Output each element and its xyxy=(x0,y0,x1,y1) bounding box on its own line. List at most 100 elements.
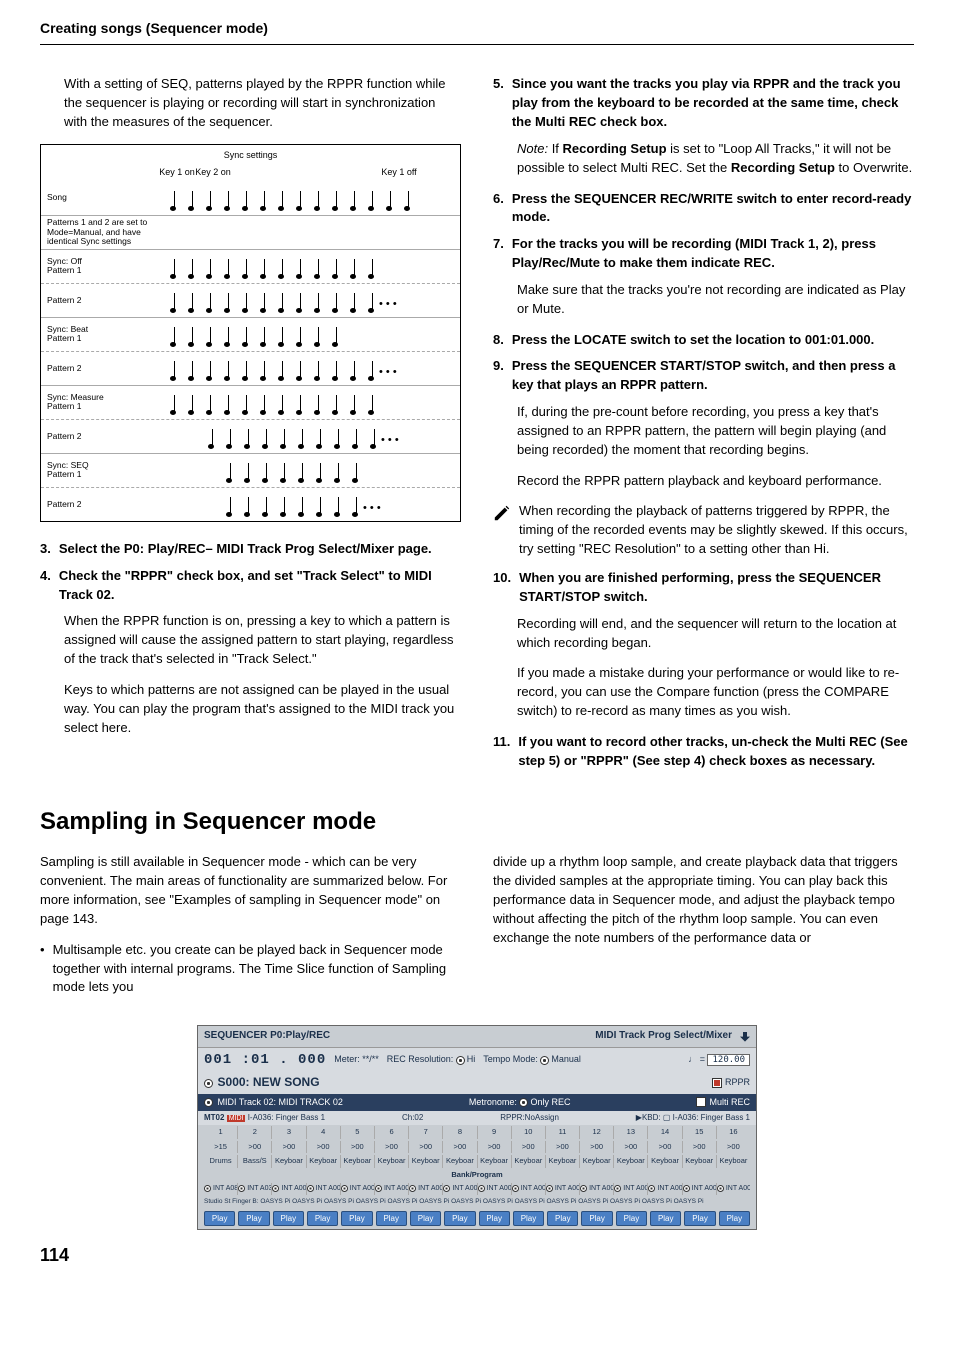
bank-program-cell[interactable]: INT A000 xyxy=(579,1183,613,1195)
grid-rppr-status: RPPR:NoAssign xyxy=(500,1112,559,1124)
bank-program-cell[interactable]: INT A000 xyxy=(613,1183,647,1195)
play-button[interactable]: Play xyxy=(719,1211,750,1227)
numbered-step: 6.Press the SEQUENCER REC/WRITE switch t… xyxy=(493,190,914,228)
track-select-icon[interactable] xyxy=(204,1098,213,1107)
track-volume-cell[interactable]: >00 xyxy=(613,1141,647,1154)
track-volume-cell[interactable]: >00 xyxy=(545,1141,579,1154)
step-number: 8. xyxy=(493,331,504,350)
track-volume-cell[interactable]: >00 xyxy=(374,1141,408,1154)
play-button[interactable]: Play xyxy=(238,1211,269,1227)
play-button[interactable]: Play xyxy=(307,1211,338,1227)
track-volume-cell[interactable]: >00 xyxy=(271,1141,305,1154)
step-number: 4. xyxy=(40,567,51,605)
position-counter[interactable]: 001 :01 . 000 xyxy=(204,1050,326,1070)
sync-row: Pattern 2• • • xyxy=(41,351,460,385)
play-button[interactable]: Play xyxy=(341,1211,372,1227)
track-volume-cell[interactable]: >00 xyxy=(716,1141,750,1154)
dropdown-arrow-icon[interactable] xyxy=(740,1032,750,1042)
track-name-cell: Keyboar xyxy=(613,1155,647,1168)
tempo-value[interactable]: 120.00 xyxy=(707,1054,750,1066)
play-button[interactable]: Play xyxy=(444,1211,475,1227)
bank-program-cell[interactable]: INT A000 xyxy=(682,1183,716,1195)
bank-program-cell[interactable]: INT A000 xyxy=(374,1183,408,1195)
track-volume-cell[interactable]: >15 xyxy=(204,1141,237,1154)
sync-row-notes xyxy=(159,386,460,419)
track-name-cell: Keyboar xyxy=(647,1155,681,1168)
track-label[interactable]: MIDI Track 02: MIDI TRACK 02 xyxy=(218,1097,343,1107)
bank-program-cell[interactable]: INT A000 xyxy=(271,1183,305,1195)
note-paragraph: Note: If Recording Setup is set to "Loop… xyxy=(493,140,914,178)
track-volume-cell[interactable]: >00 xyxy=(442,1141,476,1154)
rec-resolution-label: REC Resolution: xyxy=(387,1054,454,1064)
metronome-radio-icon[interactable] xyxy=(519,1098,528,1107)
play-button[interactable]: Play xyxy=(376,1211,407,1227)
header-title: Creating songs (Sequencer mode) xyxy=(40,18,914,38)
play-button[interactable]: Play xyxy=(273,1211,304,1227)
screenshot-track-bar: MIDI Track 02: MIDI TRACK 02 Metronome: … xyxy=(198,1094,756,1111)
song-select-icon[interactable] xyxy=(204,1079,213,1088)
track-volume-cell[interactable]: >00 xyxy=(237,1141,271,1154)
pencil-note: When recording the playback of patterns … xyxy=(493,502,914,559)
step-number: 7. xyxy=(493,235,504,273)
song-name[interactable]: S000: NEW SONG xyxy=(218,1075,320,1089)
numbered-step: 8.Press the LOCATE switch to set the loc… xyxy=(493,331,914,350)
numbered-step: 4.Check the "RPPR" check box, and set "T… xyxy=(40,567,461,605)
sync-row-label: Pattern 2 xyxy=(41,432,159,442)
track-name-cell: Keyboar xyxy=(306,1155,340,1168)
bank-program-cell[interactable]: INT A000 xyxy=(306,1183,340,1195)
step-number: 9. xyxy=(493,357,504,395)
grid-mt-label: MT02 xyxy=(204,1113,224,1122)
pencil-icon xyxy=(493,504,511,522)
bank-program-cell[interactable]: INT A000 xyxy=(408,1183,442,1195)
sync-row-notes: • • • xyxy=(159,352,460,385)
play-button[interactable]: Play xyxy=(650,1211,681,1227)
track-name-cell: Keyboar xyxy=(716,1155,750,1168)
track-number-cell: 14 xyxy=(647,1126,681,1139)
screenshot-title-right: MIDI Track Prog Select/Mixer xyxy=(595,1029,732,1044)
body-paragraph: Make sure that the tracks you're not rec… xyxy=(493,281,914,319)
multi-rec-checkbox[interactable]: Multi REC xyxy=(696,1096,750,1109)
play-button[interactable]: Play xyxy=(581,1211,612,1227)
bank-program-cell[interactable]: INT A000 xyxy=(442,1183,476,1195)
bank-program-cell[interactable]: INT A000 xyxy=(545,1183,579,1195)
key2-on-label: Key 2 on xyxy=(195,166,231,179)
track-volume-cell[interactable]: >00 xyxy=(408,1141,442,1154)
step-text: For the tracks you will be recording (MI… xyxy=(512,235,914,273)
bank-program-cell[interactable]: INT A036 xyxy=(237,1183,271,1195)
track-volume-cell[interactable]: >00 xyxy=(511,1141,545,1154)
play-button[interactable]: Play xyxy=(616,1211,647,1227)
screenshot-window: SEQUENCER P0:Play/REC MIDI Track Prog Se… xyxy=(197,1025,757,1230)
rppr-checkbox-box xyxy=(712,1078,722,1088)
rec-res-radio-icon[interactable] xyxy=(456,1056,465,1065)
metronome-value: Only REC xyxy=(530,1097,570,1107)
bank-program-cell[interactable]: INT A084 xyxy=(204,1183,237,1195)
track-volume-cell[interactable]: >00 xyxy=(682,1141,716,1154)
tempo-mode-radio-icon[interactable] xyxy=(540,1056,549,1065)
rppr-checkbox[interactable]: RPPR xyxy=(712,1076,750,1089)
play-button[interactable]: Play xyxy=(547,1211,578,1227)
play-button[interactable]: Play xyxy=(513,1211,544,1227)
bank-program-cell[interactable]: INT A000 xyxy=(340,1183,374,1195)
bank-program-cell[interactable]: INT A000 xyxy=(716,1183,750,1195)
screenshot-song-row: S000: NEW SONG RPPR xyxy=(198,1072,756,1093)
play-button[interactable]: Play xyxy=(204,1211,235,1227)
track-volume-cell[interactable]: >00 xyxy=(306,1141,340,1154)
sync-row-label: Sync: SEQ Pattern 1 xyxy=(41,461,159,481)
track-number-cell: 1 xyxy=(204,1126,237,1139)
track-number-cell: 13 xyxy=(613,1126,647,1139)
play-button[interactable]: Play xyxy=(684,1211,715,1227)
play-button[interactable]: Play xyxy=(410,1211,441,1227)
track-volume-cell[interactable]: >00 xyxy=(647,1141,681,1154)
track-volume-cell[interactable]: >00 xyxy=(477,1141,511,1154)
play-button[interactable]: Play xyxy=(479,1211,510,1227)
numbered-step: 3.Select the P0: Play/REC– MIDI Track Pr… xyxy=(40,540,461,559)
track-volume-cell[interactable]: >00 xyxy=(579,1141,613,1154)
bank-program-cell[interactable]: INT A000 xyxy=(477,1183,511,1195)
bank-program-cell[interactable]: INT A000 xyxy=(511,1183,545,1195)
track-name-cell: Keyboar xyxy=(271,1155,305,1168)
track-volume-cell[interactable]: >00 xyxy=(340,1141,374,1154)
track-name-cell: Bass/S xyxy=(237,1155,271,1168)
bank-program-cell[interactable]: INT A000 xyxy=(647,1183,681,1195)
sync-figure-title: Sync settings xyxy=(41,145,460,166)
multi-rec-checkbox-box xyxy=(696,1097,706,1107)
